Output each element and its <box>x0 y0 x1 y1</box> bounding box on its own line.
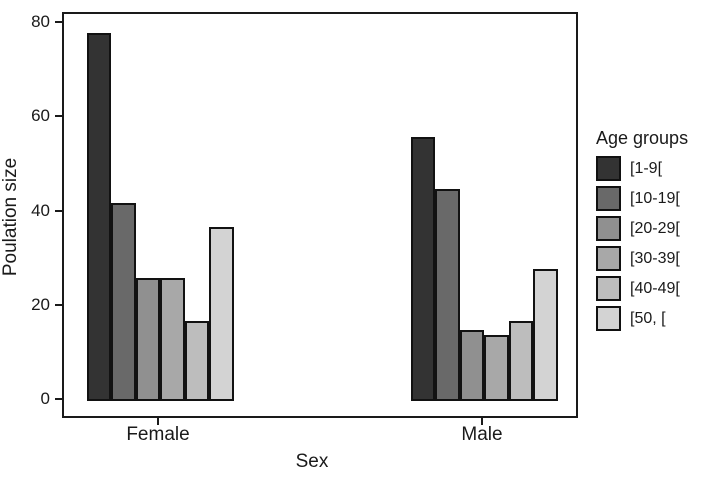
legend: Age groups [1-9[ [10-19[ [20-29[ [30-39[ [40… <box>596 128 688 336</box>
legend-label: [40-49[ <box>630 279 680 297</box>
legend-label: [1-9[ <box>630 159 663 177</box>
x-category-label: Male <box>461 424 503 445</box>
y-tick-label: 0 <box>40 389 50 408</box>
y-tick-label: 40 <box>31 200 50 220</box>
legend-label: [10-19[ <box>630 189 680 207</box>
legend-label: [50, [ <box>630 309 666 327</box>
bar <box>484 335 509 401</box>
y-tick-label: 20 <box>31 294 50 314</box>
bar <box>508 320 533 401</box>
y-tick-mark <box>55 303 62 306</box>
bar <box>435 188 460 401</box>
y-axis-title: Poulation size <box>0 157 21 277</box>
legend-entry: [10-19[ <box>596 186 688 211</box>
legend-swatch <box>596 276 621 301</box>
plot-area <box>62 12 578 418</box>
bar <box>209 226 234 401</box>
legend-entry: [40-49[ <box>596 276 688 301</box>
legend-title: Age groups <box>596 128 689 148</box>
legend-entry: [1-9[ <box>596 156 688 181</box>
legend-entries: [1-9[ [10-19[ [20-29[ [30-39[ [40-49[ [50, [ <box>596 156 688 331</box>
bar <box>184 320 209 401</box>
bar <box>533 269 558 401</box>
legend-label: [20-29[ <box>630 219 680 237</box>
y-tick-label: 60 <box>31 106 50 126</box>
bar <box>86 33 111 401</box>
bar <box>160 278 185 401</box>
legend-swatch <box>596 216 621 241</box>
y-tick-mark <box>55 21 62 23</box>
x-tick-mark <box>481 418 483 425</box>
y-tick-mark <box>55 209 62 212</box>
legend-swatch <box>596 306 621 331</box>
y-tick-label: 80 <box>31 12 50 31</box>
bar <box>410 137 435 401</box>
x-category-label: Female <box>126 424 190 445</box>
x-axis-title: Sex <box>295 451 329 472</box>
bar <box>135 278 160 401</box>
legend-entry: [30-39[ <box>596 246 688 271</box>
bar <box>111 203 136 401</box>
x-tick-mark <box>157 418 159 425</box>
legend-label: [30-39[ <box>630 249 680 267</box>
legend-entry: [50, [ <box>596 306 688 331</box>
y-tick-mark <box>55 115 62 118</box>
legend-swatch <box>596 186 621 211</box>
bar <box>459 330 484 401</box>
legend-swatch <box>596 156 621 181</box>
y-tick-mark <box>55 398 62 400</box>
legend-entry: [20-29[ <box>596 216 688 241</box>
legend-swatch <box>596 246 621 271</box>
